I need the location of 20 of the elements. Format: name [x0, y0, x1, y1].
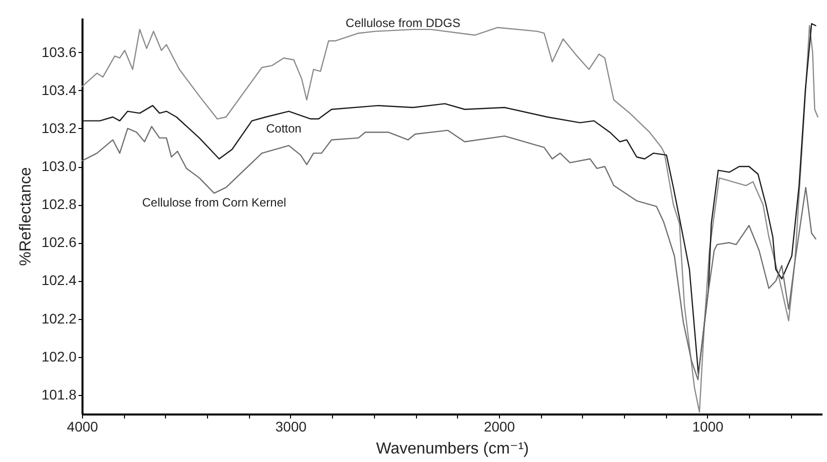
series-label: Cellulose from Corn Kernel: [142, 196, 286, 210]
y-tick-label: 103.4: [41, 82, 77, 98]
y-tick-label: 102.0: [41, 348, 77, 364]
x-tick-label: 3000: [275, 418, 307, 434]
x-tick-label: 1000: [692, 418, 724, 434]
y-tick-label: 102.8: [41, 196, 77, 212]
y-tick-label: 102.2: [41, 310, 77, 326]
y-tick-label: 103.2: [41, 120, 77, 136]
y-tick-label: 103.6: [41, 44, 77, 60]
series-label: Cotton: [266, 121, 302, 136]
y-tick-label: 102.4: [41, 272, 77, 288]
x-tick-label: 2000: [484, 418, 516, 434]
series-label: Cellulose from DDGS: [346, 16, 460, 30]
x-tick-label: 4000: [66, 418, 98, 434]
y-axis-title: %Reflectance: [17, 167, 34, 266]
x-axis-title: Wavenumbers (cm⁻¹): [376, 440, 529, 458]
y-tick-label: 103.0: [41, 158, 77, 174]
y-tick-label: 102.6: [41, 234, 77, 250]
y-tick-label: 101.8: [41, 386, 77, 402]
line-series: [81, 126, 816, 380]
